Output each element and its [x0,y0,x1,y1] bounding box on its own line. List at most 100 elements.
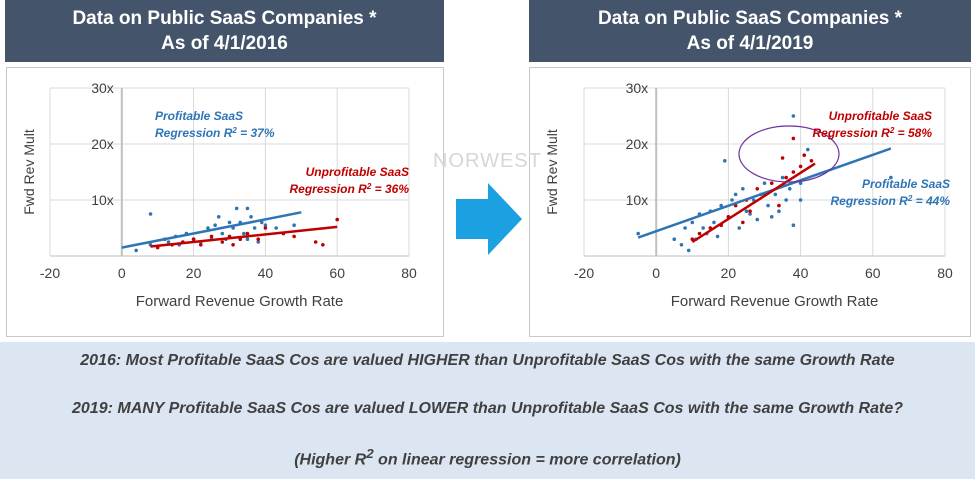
x-tick-label: 80 [401,265,417,281]
data-point [791,114,796,118]
note-sup: 2 [366,446,374,461]
regression-label-r2: Regression R2 = 36% [289,182,409,197]
data-point [263,226,268,230]
data-point [256,237,261,241]
data-point [741,187,745,191]
regression-label-r2: Regression R2 = 44% [830,194,950,209]
highlight-ellipse [738,125,840,183]
x-tick-label: 0 [118,265,126,281]
chart-panel-2016: -20 0 20 40 60 80 10x 20x 30x Forward Revenue Gro… [6,67,444,337]
data-point [744,209,749,213]
data-point [672,237,677,241]
x-tick-label: 20 [186,265,202,281]
chart-header-2016: Data on Public SaaS Companies * As of 4/… [5,0,444,62]
data-point [798,198,803,202]
note-post: on linear regression = more correlation) [373,451,681,469]
x-tick-label: -20 [574,265,594,281]
header-line1: Data on Public SaaS Companies * [597,8,903,29]
data-point [245,231,250,236]
data-point [148,212,153,216]
regression-label-r2: Regression R2 = 58% [812,126,932,141]
data-point [791,223,796,227]
data-point [697,231,702,236]
x-tick-label: 20 [721,265,737,281]
y-axis-title: Fwd Rev Mult [544,129,560,215]
data-point [274,226,278,230]
y-tick-label: 30x [626,80,649,96]
regression-label-title: Profitable SaaS [862,177,950,191]
data-point [748,212,752,216]
data-point [791,170,796,174]
regression-line [150,225,338,248]
x-tick-label: 0 [652,265,660,281]
y-tick-label: 20x [626,136,649,152]
regression-label-r2: Regression R2 = 37% [155,126,275,141]
data-point [252,226,257,230]
data-point [715,234,720,239]
regression-note: (Higher R2 on linear regression = more c… [0,446,975,469]
regression-label-title: Unprofitable SaaS [829,109,932,123]
chart-header-2019: Data on Public SaaS Companies * As of 4/… [529,0,971,62]
data-point [777,209,781,213]
data-point [249,215,253,219]
summary-band: 2016: Most Profitable SaaS Cos are value… [0,342,975,479]
summary-2016: 2016: Most Profitable SaaS Cos are value… [80,352,895,369]
y-tick-label: 10x [626,192,649,208]
data-point [292,223,296,227]
data-point [787,187,792,191]
data-point [690,220,695,225]
chart-panel-2019: -20 0 20 40 60 80 10x 20x 30x Forward Revenue Gro… [529,67,971,337]
data-point [755,217,760,222]
data-point [209,234,214,239]
data-point [245,206,250,211]
data-point [206,226,210,230]
data-point [741,220,745,225]
regression-line [691,162,816,244]
data-point [748,209,752,213]
x-axis-title: Forward Revenue Growth Rate [671,293,879,310]
data-point [683,226,687,230]
data-point [321,243,325,247]
x-axis-title: Forward Revenue Growth Rate [136,293,344,310]
data-point [227,220,232,225]
data-point [231,243,235,247]
x-tick-label: 60 [865,265,881,281]
regression-label-title: Profitable SaaS [155,109,243,123]
scatter-chart-2019: -20 0 20 40 60 80 10x 20x 30x Forward Revenue Gro… [544,80,953,310]
data-point [686,248,691,253]
regression-line [121,211,302,249]
data-point [636,231,640,236]
data-point [798,164,803,169]
data-point [245,237,250,241]
data-point [780,175,785,180]
data-point [719,203,723,208]
data-point [198,243,203,247]
data-point [784,175,788,180]
y-tick-label: 10x [91,192,114,208]
data-point [292,234,296,239]
data-point [213,223,217,227]
data-point [166,240,171,244]
header-line1: Data on Public SaaS Companies * [72,8,377,29]
note-pre: (Higher R [294,451,367,469]
x-tick-label: 60 [329,265,345,281]
data-point [798,181,803,185]
data-point [701,226,705,230]
data-point [769,181,774,185]
header-line2: As of 4/1/2016 [161,33,288,54]
data-point [234,206,239,211]
data-point [134,248,138,253]
data-point [216,215,221,219]
data-point [766,203,770,208]
data-point [712,220,716,225]
data-point [733,192,738,197]
data-point [220,231,225,236]
summary-2019: 2019: MANY Profitable SaaS Cos are value… [72,400,903,417]
x-tick-label: 40 [258,265,274,281]
data-point [755,187,760,191]
data-point [220,240,225,244]
scatter-chart-2016: -20 0 20 40 60 80 10x 20x 30x Forward Revenue Gro… [21,80,417,310]
data-point [769,215,774,219]
data-point [679,243,684,247]
data-point [773,192,778,197]
